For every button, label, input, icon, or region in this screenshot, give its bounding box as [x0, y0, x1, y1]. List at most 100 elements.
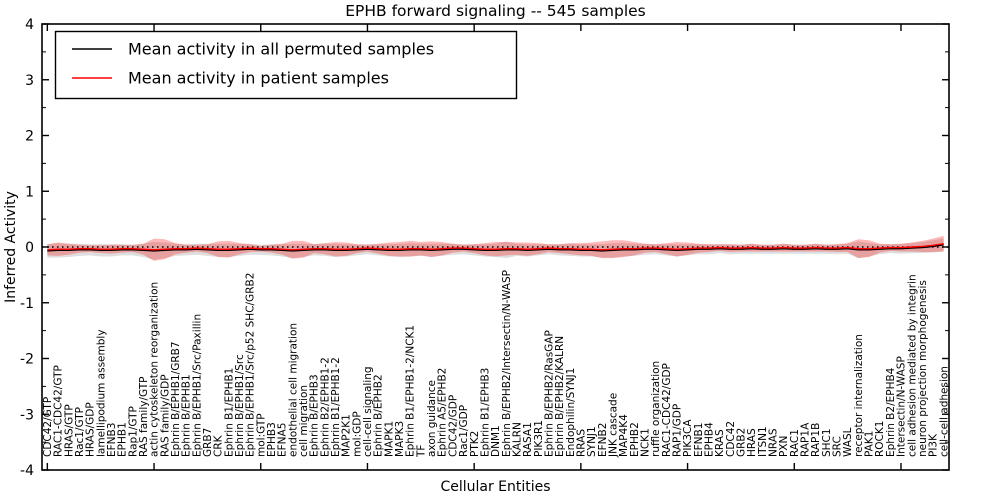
x-tick-label: ITSN1	[757, 426, 769, 457]
x-tick-label: Endophilin/SYNJ1	[565, 368, 577, 457]
y-axis-label: Inferred Activity	[3, 191, 19, 303]
legend-entry-label: Mean activity in all permuted samples	[128, 40, 434, 59]
x-tick-label: Rac1/GDP	[458, 405, 470, 457]
x-tick-label: Ephrin B/EPHB1/Src/p52 SHC/GRB2	[245, 273, 257, 457]
x-tick-label: Ephrin B2/EPHB4	[885, 367, 897, 457]
x-tick-label: MAP2K1	[341, 414, 353, 457]
x-tick-label: Ephrin B/EPHB2/Intersectin/N-WASP	[501, 270, 513, 457]
permuted-mean-line	[47, 244, 944, 252]
x-tick-label: RAC1-CDC42/GDP	[661, 363, 673, 457]
x-tick-label: CDC42/GDP	[447, 395, 459, 457]
x-tick-label: Ephrin B1/EPHB1	[223, 368, 235, 457]
x-tick-label: RAC1	[789, 429, 801, 457]
x-tick-label: PIK3CA	[682, 419, 694, 457]
x-tick-label: RAP1A	[800, 422, 812, 457]
x-tick-label: EPHB4	[704, 422, 716, 457]
x-tick-label: CRK	[213, 434, 225, 457]
x-tick-label: PI3K	[928, 433, 940, 457]
x-tick-label: RAP1B	[810, 423, 822, 457]
x-tick-label: MAPK3	[394, 421, 406, 457]
x-tick-label: RASA1	[522, 422, 534, 457]
chart-title: EPHB forward signaling -- 545 samples	[345, 2, 646, 20]
legend: Mean activity in all permuted samples Mea…	[54, 30, 518, 100]
x-tick-label: Ephrin B/EPHB2/KALRN	[554, 336, 566, 457]
x-tick-label: SYNJ1	[586, 426, 598, 457]
x-tick-label: GRB7	[202, 428, 214, 457]
x-tick-label: HRAS/GDP	[85, 402, 97, 457]
y-tick-label: 1	[25, 184, 34, 200]
y-tick-label: -2	[20, 352, 34, 368]
x-tick-label: EPHB1	[117, 422, 129, 457]
x-tick-label: EPHB2	[629, 422, 641, 457]
x-tick-label: DNM1	[490, 425, 502, 457]
legend-entry-label: Mean activity in patient samples	[128, 69, 389, 88]
x-tick-label: cell-cell signaling	[362, 366, 374, 457]
y-tick-label: 0	[25, 240, 34, 256]
y-tick-label: 3	[25, 73, 34, 89]
x-tick-label: EFNA5	[277, 423, 289, 457]
patient-mean-line	[47, 243, 944, 251]
x-tick-label: GRB2	[736, 428, 748, 457]
x-tick-label: mol:GDP	[351, 411, 363, 457]
x-tick-label: Ephrin B1/EPHB1-2/NCK1	[405, 325, 417, 457]
x-tick-label: EPHB3	[266, 422, 278, 457]
x-tick-label: ruffle organization	[650, 361, 662, 457]
x-tick-label: RAP1/GDP	[672, 404, 684, 457]
x-tick-label: Ephrin B1/EPHB3	[479, 368, 491, 457]
x-tick-label: PTK2	[469, 431, 481, 457]
x-tick-label: cell migration	[298, 385, 310, 457]
legend-box	[54, 30, 518, 100]
x-tick-label: cell-cell adhesion	[938, 366, 950, 457]
x-tick-label: EFNB3	[106, 423, 118, 457]
y-tick-label: -3	[20, 407, 34, 423]
x-tick-label: JNK cascade	[608, 393, 620, 458]
x-tick-label: SRC	[832, 436, 844, 457]
x-tick-label: RAC1-CDC42/GTP	[53, 365, 65, 457]
x-tick-label: RAS family/GDP	[159, 374, 171, 457]
x-tick-label: mol:GTP	[255, 413, 267, 457]
x-tick-label: Rac1/GTP	[74, 407, 86, 457]
x-tick-label: EFNB2	[597, 423, 609, 457]
x-tick-label: receptor internalization	[853, 334, 865, 457]
x-tick-label: RAS family/GTP	[138, 376, 150, 457]
x-tick-label: Ephrin B/EPHB2	[373, 374, 385, 457]
x-tick-label: CDC42	[725, 421, 737, 457]
x-axis-label: Cellular Entities	[440, 479, 550, 495]
x-tick-label: KALRN	[511, 422, 523, 457]
x-tick-label: Ephrin B/EPHB1/GRB7	[170, 341, 182, 457]
x-tick-label: MAP4K4	[618, 414, 630, 457]
x-tick-label: PXN	[778, 436, 790, 457]
x-tick-label: axon guidance	[426, 380, 438, 457]
x-tick-label: actin cytoskeleton reorganization	[149, 282, 161, 457]
x-tick-label: EFNB1	[693, 423, 705, 457]
x-tick-label: Intersectin/N-WASP	[896, 356, 908, 457]
x-tick-label: Ephrin A5/EPHB2	[437, 368, 449, 457]
y-tick-label: -4	[20, 463, 34, 479]
y-tick-label: -1	[20, 296, 34, 312]
x-tick-label: Ephrin B/EPHB3	[309, 374, 321, 457]
x-tick-label: MAPK1	[383, 421, 395, 457]
y-tick-label: 4	[25, 17, 34, 33]
x-tick-label: KRAS	[714, 429, 726, 457]
x-tick-label: lamellipodium assembly	[95, 329, 107, 457]
x-tick-label: WASL	[842, 427, 854, 457]
patient-std-band	[47, 235, 944, 261]
x-tick-label: Ephrin B/EPHB2/RasGAP	[544, 330, 556, 457]
x-tick-label: Rap1/GTP	[127, 406, 139, 457]
x-tick-label: TF	[415, 445, 427, 458]
x-tick-label: RRAS	[576, 429, 588, 457]
x-tick-label: neuron projection morphogenesis	[917, 280, 929, 457]
x-tick-label: HRAS	[746, 428, 758, 457]
x-tick-label: ROCK1	[874, 421, 886, 457]
x-tick-label: HRAS/GTP	[63, 404, 75, 457]
x-tick-label: NCK1	[640, 428, 652, 457]
x-tick-label: Ephrin B1/EPHB1-2	[330, 357, 342, 457]
x-tick-label: Ephrin B/EPHB1/Src	[234, 354, 246, 457]
x-tick-label: Ephrin B/EPHB1	[181, 374, 193, 457]
x-tick-label: endothelial cell migration	[287, 323, 299, 457]
x-tick-label: PAK1	[864, 431, 876, 457]
x-tick-label: NRAS	[768, 428, 780, 457]
x-tick-label: cell adhesion mediated by integrin	[906, 274, 918, 457]
